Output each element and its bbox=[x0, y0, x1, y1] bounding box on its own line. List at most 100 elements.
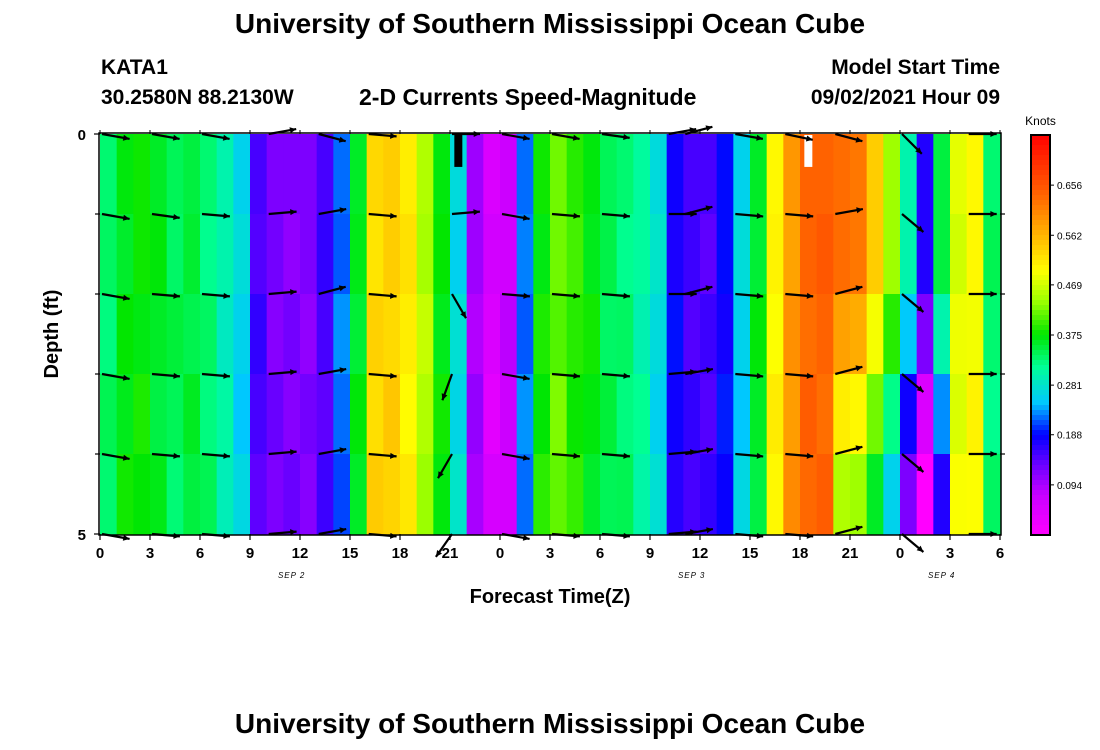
current-arrow bbox=[901, 293, 925, 313]
x-tick-label: 6 bbox=[596, 545, 604, 562]
current-arrow bbox=[901, 373, 925, 393]
heat-cell bbox=[400, 134, 418, 215]
x-tick-label: 6 bbox=[996, 545, 1004, 562]
heat-cell bbox=[933, 294, 951, 375]
heat-cell bbox=[433, 374, 451, 455]
heat-cell bbox=[566, 454, 584, 535]
markers bbox=[454, 135, 813, 167]
colorbar-swatch bbox=[1031, 350, 1050, 356]
heat-cell bbox=[966, 454, 984, 535]
model-start-value: 09/02/2021 Hour 09 bbox=[810, 86, 1000, 109]
heat-cell bbox=[333, 374, 351, 455]
heat-cell bbox=[116, 374, 134, 455]
heat-cell bbox=[583, 374, 601, 455]
station-id: KATA1 bbox=[101, 56, 168, 79]
current-arrow bbox=[368, 372, 397, 379]
current-arrow bbox=[151, 132, 180, 141]
heat-cell bbox=[250, 214, 268, 295]
x-tick-label: 9 bbox=[246, 545, 254, 562]
current-arrow bbox=[735, 212, 764, 219]
current-arrow bbox=[318, 447, 347, 456]
heat-cell bbox=[683, 294, 701, 375]
heat-cell bbox=[783, 214, 801, 295]
heat-cell bbox=[416, 374, 434, 455]
colorbar-swatch bbox=[1031, 380, 1050, 386]
x-tick-label: 21 bbox=[442, 545, 459, 562]
heat-cell bbox=[483, 214, 501, 295]
bottom-title: University of Southern Mississippi Ocean… bbox=[234, 708, 866, 739]
heat-cell bbox=[466, 294, 484, 375]
colorbar-swatch bbox=[1031, 240, 1050, 246]
heat-cell bbox=[850, 294, 868, 375]
current-arrow bbox=[268, 529, 297, 536]
heat-cell bbox=[450, 454, 468, 535]
x-tick-label: 0 bbox=[96, 545, 104, 562]
colorbar-swatch bbox=[1031, 355, 1050, 361]
colorbar-swatch bbox=[1031, 525, 1050, 531]
current-arrow bbox=[735, 292, 764, 299]
heat-cell bbox=[900, 294, 918, 375]
current-arrow bbox=[435, 533, 453, 558]
heat-cell bbox=[916, 294, 934, 375]
x-tick-label: 15 bbox=[742, 545, 759, 562]
heat-cell bbox=[716, 214, 734, 295]
heat-cell bbox=[400, 214, 418, 295]
current-arrow bbox=[318, 132, 346, 143]
heat-cell bbox=[833, 454, 851, 535]
colorbar-swatch bbox=[1031, 440, 1050, 446]
colorbar-swatch bbox=[1031, 365, 1050, 371]
current-arrow bbox=[901, 213, 925, 233]
heat-cell bbox=[266, 374, 284, 455]
heat-cell bbox=[850, 134, 868, 215]
heat-cell bbox=[683, 454, 701, 535]
colorbar-swatch bbox=[1031, 370, 1050, 376]
heat-cell bbox=[600, 214, 618, 295]
heat-cell bbox=[483, 294, 501, 375]
colorbar-swatch bbox=[1031, 255, 1050, 261]
heat-cell bbox=[366, 214, 384, 295]
heat-cell bbox=[900, 374, 918, 455]
colorbar-tick-label: 0.281 bbox=[1057, 381, 1082, 392]
colorbar-swatch bbox=[1031, 375, 1050, 381]
colorbar-swatch bbox=[1031, 415, 1050, 421]
current-arrow bbox=[835, 525, 863, 536]
heat-cell bbox=[916, 374, 934, 455]
colorbar-swatch bbox=[1031, 210, 1050, 216]
y-tick-label: 0 bbox=[78, 127, 86, 144]
date-label: SEP 4 bbox=[928, 571, 955, 580]
heat-cell bbox=[666, 134, 684, 215]
colorbar-swatch bbox=[1031, 170, 1050, 176]
heat-cell bbox=[583, 454, 601, 535]
heat-cell bbox=[666, 374, 684, 455]
current-arrow bbox=[601, 132, 630, 140]
colorbar-swatch bbox=[1031, 280, 1050, 286]
heat-cell bbox=[500, 134, 518, 215]
heat-cell bbox=[600, 454, 618, 535]
heat-cell bbox=[733, 454, 751, 535]
current-arrow bbox=[601, 292, 630, 299]
current-arrow bbox=[685, 205, 713, 216]
heat-cell bbox=[800, 214, 818, 295]
current-arrow bbox=[151, 292, 180, 299]
heat-cell bbox=[633, 374, 651, 455]
colorbar-title: Knots bbox=[1025, 114, 1056, 128]
heat-cell bbox=[816, 294, 834, 375]
heat-cell bbox=[933, 214, 951, 295]
heat-cell bbox=[300, 374, 318, 455]
colorbar-swatch bbox=[1031, 465, 1050, 471]
heat-cell bbox=[383, 454, 401, 535]
heat-cell bbox=[150, 374, 168, 455]
colorbar-swatch bbox=[1031, 420, 1050, 426]
heat-cell bbox=[566, 294, 584, 375]
x-tick-label: 3 bbox=[146, 545, 154, 562]
heat-cell bbox=[116, 214, 134, 295]
current-arrow bbox=[901, 533, 925, 553]
heat-cell bbox=[966, 374, 984, 455]
x-tick-label: 18 bbox=[792, 545, 809, 562]
colorbar-swatch bbox=[1031, 340, 1050, 346]
heat-cell bbox=[416, 214, 434, 295]
heat-cell bbox=[216, 374, 234, 455]
heat-cell bbox=[200, 294, 218, 375]
heat-cell bbox=[266, 294, 284, 375]
top-title: University of Southern Mississippi Ocean… bbox=[234, 8, 866, 39]
